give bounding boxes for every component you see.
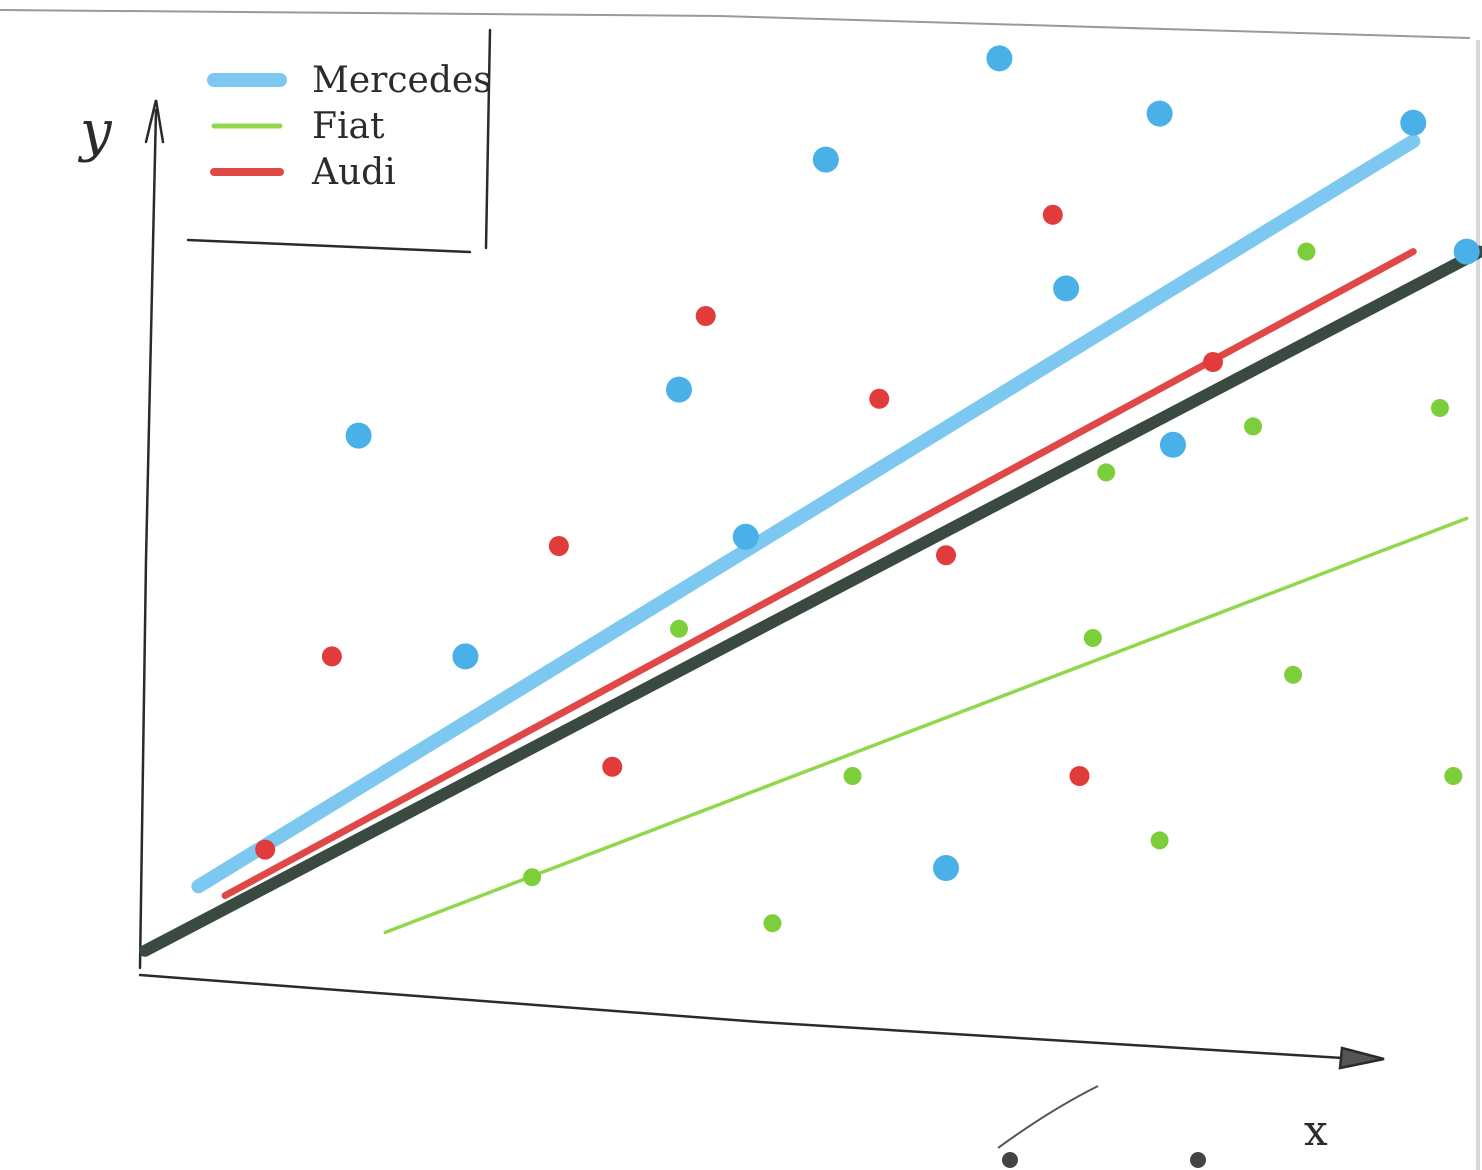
legend: Mercedes Fiat Audi — [186, 28, 492, 254]
mercedes-point — [1453, 238, 1480, 265]
fiat-trend-line — [383, 516, 1469, 935]
mercedes-point — [812, 146, 839, 173]
paper-edges — [0, 9, 1480, 1170]
audi-point — [548, 536, 569, 556]
audi-point — [255, 839, 276, 860]
x-axis-arrow — [1338, 1046, 1385, 1070]
fiat-point — [523, 868, 542, 887]
y-axis-arrow — [144, 99, 165, 144]
audi-point — [1203, 352, 1223, 372]
mercedes-point — [1146, 100, 1173, 127]
mercedes-point — [732, 523, 759, 550]
fiat-point — [1244, 417, 1263, 436]
mercedes-point — [933, 855, 959, 881]
audi-trend-line — [221, 248, 1417, 900]
trend-lines — [139, 134, 1482, 957]
mercedes-point — [452, 643, 479, 670]
x-axis-label: x — [1304, 1106, 1328, 1155]
y-axis — [138, 108, 158, 970]
fiat-point — [1097, 463, 1116, 482]
audi-point — [1042, 204, 1063, 225]
mercedes-trend-line — [191, 134, 1421, 894]
fiat-point — [843, 767, 862, 785]
audi-point — [602, 756, 623, 777]
reference-line — [139, 245, 1482, 957]
fiat-point — [763, 914, 782, 933]
legend-frame — [186, 28, 492, 254]
audi-point — [695, 306, 716, 326]
data-points — [255, 45, 1480, 933]
legend-entries: Mercedes Fiat Audi — [207, 60, 492, 193]
fiat-point — [1430, 399, 1449, 417]
mercedes-point — [1053, 275, 1080, 302]
audi-point — [321, 646, 342, 667]
audi-point — [1069, 766, 1090, 786]
mercedes-point — [986, 45, 1013, 72]
mercedes-point — [345, 422, 372, 449]
mercedes-point — [666, 376, 692, 403]
mercedes-point — [1400, 109, 1427, 136]
audi-point — [869, 388, 890, 409]
fiat-point — [670, 619, 688, 638]
mercedes-point — [1159, 431, 1186, 458]
fiat-point — [1284, 665, 1303, 684]
y-axis-label: y — [77, 99, 113, 164]
audi-point — [936, 545, 956, 566]
legend-label-audi: Audi — [311, 152, 396, 193]
fiat-point — [1083, 629, 1102, 647]
fiat-point — [1444, 767, 1463, 785]
fiat-point — [1150, 831, 1169, 850]
fiat-point — [1297, 242, 1316, 261]
x-axis — [138, 973, 1377, 1062]
legend-label-fiat: Fiat — [312, 106, 385, 147]
legend-label-mercedes: Mercedes — [312, 60, 492, 101]
axes — [138, 99, 1385, 1070]
stray-marks — [997, 1085, 1206, 1168]
